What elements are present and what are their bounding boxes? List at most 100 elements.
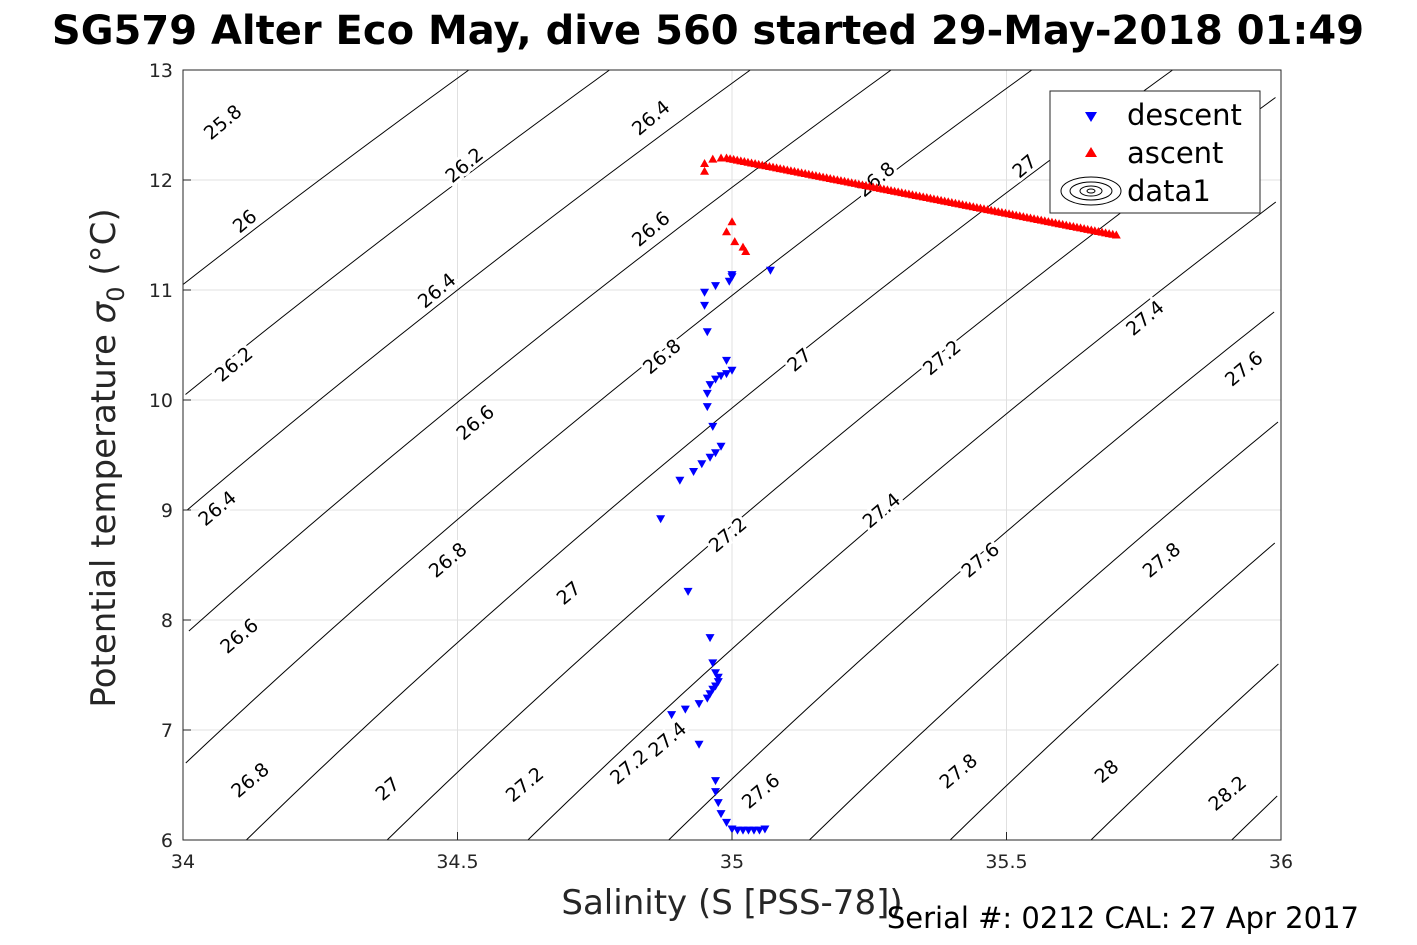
ascent-point bbox=[741, 247, 751, 255]
descent-point bbox=[700, 288, 710, 297]
descent-point bbox=[713, 799, 723, 808]
x-tick-label: 34.5 bbox=[436, 851, 478, 873]
descent-point bbox=[711, 282, 721, 291]
contour-line bbox=[668, 311, 1275, 841]
descent-point bbox=[683, 587, 693, 596]
y-tick-label: 8 bbox=[161, 610, 173, 632]
y-tick-label: 6 bbox=[161, 830, 173, 852]
y-axis-label-subscript: 0 bbox=[102, 286, 130, 301]
ascent-point bbox=[700, 166, 710, 175]
descent-point bbox=[724, 277, 734, 286]
y-tick-label: 7 bbox=[161, 720, 173, 742]
descent-point bbox=[708, 659, 718, 668]
descent-point bbox=[722, 370, 732, 379]
descent-point bbox=[656, 515, 666, 524]
ascent-point bbox=[1111, 230, 1121, 239]
ascent-point bbox=[722, 227, 732, 236]
ascent-point bbox=[730, 237, 740, 246]
descent-point bbox=[716, 810, 726, 819]
descent-point bbox=[713, 678, 723, 687]
descent-point bbox=[711, 375, 721, 384]
contour-line bbox=[186, 69, 751, 511]
descent-point bbox=[711, 669, 721, 678]
descent-point bbox=[716, 372, 726, 381]
descent-point bbox=[722, 356, 732, 365]
descent-point bbox=[700, 301, 710, 310]
contour-line bbox=[809, 421, 1279, 841]
descent-point bbox=[702, 403, 712, 412]
grid-lines bbox=[182, 69, 1282, 841]
legend-ascent-label: ascent bbox=[1127, 136, 1223, 170]
y-axis-ticks: 6 7 8 9 10 11 12 13 bbox=[149, 60, 191, 852]
descent-point bbox=[711, 777, 721, 786]
descent-point bbox=[713, 673, 723, 682]
descent-point bbox=[760, 825, 770, 834]
descent-point bbox=[711, 788, 721, 797]
descent-point bbox=[702, 694, 712, 703]
descent-point bbox=[702, 328, 712, 337]
y-tick-label: 12 bbox=[149, 170, 173, 192]
contour-line bbox=[1090, 663, 1279, 841]
descent-point bbox=[708, 422, 718, 431]
descent-point bbox=[727, 366, 737, 375]
descent-point bbox=[754, 826, 764, 835]
ascent-series bbox=[700, 153, 1121, 255]
ascent-point bbox=[727, 217, 737, 226]
descent-point bbox=[705, 690, 715, 699]
descent-point bbox=[680, 705, 690, 714]
y-tick-label: 11 bbox=[149, 280, 173, 302]
x-tick-label: 35.5 bbox=[985, 851, 1027, 873]
descent-point bbox=[689, 468, 699, 476]
descent-point bbox=[711, 449, 721, 458]
contour-line bbox=[182, 69, 470, 285]
chart-title: SG579 Alter Eco May, dive 560 started 29… bbox=[52, 8, 1364, 54]
descent-point bbox=[727, 273, 737, 282]
descent-point bbox=[694, 700, 704, 709]
descent-point bbox=[697, 460, 707, 469]
legend-box bbox=[1049, 90, 1261, 214]
contour-line bbox=[1231, 795, 1278, 841]
descent-series bbox=[656, 266, 775, 835]
legend-ascent-marker bbox=[1085, 147, 1097, 157]
contour-line bbox=[185, 69, 1033, 764]
contour-line bbox=[245, 69, 1173, 841]
descent-point bbox=[716, 442, 726, 451]
contour-line bbox=[386, 97, 1276, 841]
x-tick-label: 34 bbox=[171, 851, 195, 873]
y-tick-label: 13 bbox=[149, 60, 173, 82]
legend-descent-marker bbox=[1085, 112, 1097, 122]
descent-point bbox=[765, 266, 775, 275]
y-tick-label: 9 bbox=[161, 500, 173, 522]
density-contours bbox=[182, 69, 1279, 841]
descent-point bbox=[722, 818, 732, 827]
descent-point bbox=[675, 476, 685, 485]
y-axis-label-suffix: (°C) bbox=[84, 208, 124, 286]
contour-line bbox=[527, 201, 1277, 841]
contour-line bbox=[949, 542, 1276, 841]
descent-point bbox=[705, 634, 715, 643]
descent-point bbox=[705, 453, 715, 462]
x-axis-label: Salinity (S [PSS-78]) bbox=[561, 883, 902, 923]
x-tick-label: 36 bbox=[1269, 851, 1293, 873]
x-axis-ticks: 34 34.5 35 35.5 36 bbox=[171, 832, 1293, 873]
y-axis-label-sigma: σ bbox=[84, 300, 124, 323]
legend-contour-icon bbox=[1060, 176, 1122, 206]
ascent-point bbox=[708, 154, 718, 163]
descent-point bbox=[705, 381, 715, 390]
descent-point bbox=[708, 685, 718, 694]
contour-line bbox=[185, 69, 610, 395]
y-axis-label-prefix: Potential temperature bbox=[84, 323, 124, 707]
descent-point bbox=[702, 389, 712, 398]
legend-data1-label: data1 bbox=[1127, 174, 1211, 208]
legend-descent-label: descent bbox=[1127, 98, 1242, 132]
x-tick-label: 35 bbox=[720, 851, 744, 873]
y-axis-label: Potential temperature σ0 (°C) bbox=[84, 208, 130, 707]
legend: descent ascent data1 bbox=[1049, 90, 1261, 214]
y-tick-label: 10 bbox=[149, 390, 173, 412]
ascent-point bbox=[700, 159, 710, 167]
descent-point bbox=[667, 711, 677, 720]
serial-calibration-footer: Serial #: 0212 CAL: 27 Apr 2017 bbox=[887, 901, 1359, 935]
descent-point bbox=[694, 740, 704, 749]
